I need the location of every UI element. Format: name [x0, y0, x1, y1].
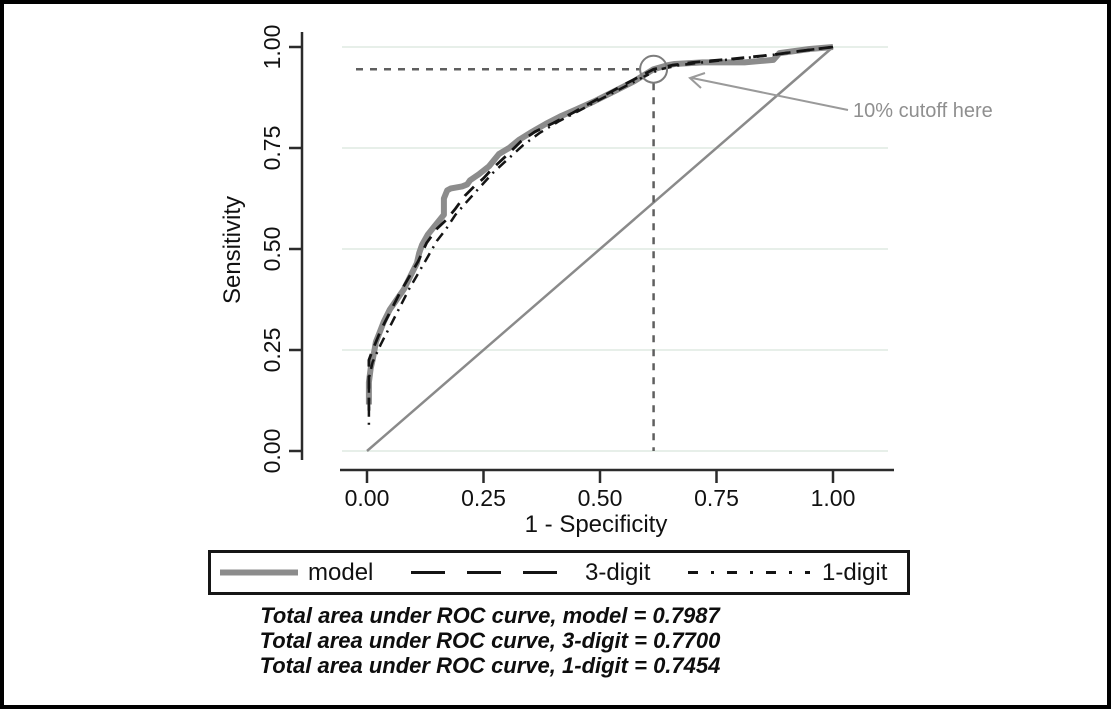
y-tick-label: 0.75	[259, 126, 285, 171]
auc-notes: Total area under ROC curve, model = 0.79…	[190, 603, 790, 678]
auc-note-model: Total area under ROC curve, model = 0.79…	[260, 603, 720, 628]
y-tick-label: 0.00	[259, 429, 285, 474]
diagonal-reference-line	[366, 46, 834, 452]
legend-swatch-model-icon	[220, 569, 298, 576]
y-tick-label: 0.25	[259, 328, 285, 373]
roc-chart: 0.00 0.25 0.50 0.75 1.00 0.00 0.25 0.50 0.75 1.00…	[219, 25, 993, 538]
y-axis-title: Sensitivity	[219, 196, 246, 304]
x-tick-label: 0.00	[345, 485, 390, 511]
cutoff-arrow	[691, 77, 849, 111]
legend-label-model: model	[308, 559, 374, 586]
x-tick-label: 0.25	[461, 485, 506, 511]
y-tick-label: 0.50	[259, 227, 285, 272]
cutoff-arrowhead-icon	[688, 72, 706, 89]
x-tick-label: 1.00	[811, 485, 856, 511]
auc-note-1digit: Total area under ROC curve, 1-digit = 0.…	[259, 653, 721, 678]
legend-label-3digit: 3-digit	[585, 559, 651, 586]
legend-box: model 3-digit 1-digit	[208, 550, 910, 595]
cutoff-annotation: 10% cutoff here	[853, 100, 993, 122]
roc-curve-3-digit	[367, 45, 834, 411]
legend-swatch-1digit-icon	[688, 571, 810, 574]
legend-swatch-3digit-icon	[411, 571, 563, 574]
x-tick-label: 0.50	[578, 485, 623, 511]
x-axis-title: 1 - Specificity	[525, 511, 668, 538]
legend-label-1digit: 1-digit	[822, 559, 888, 586]
auc-note-3digit: Total area under ROC curve, 3-digit = 0.…	[259, 628, 721, 653]
roc-curve-1-digit	[367, 45, 834, 425]
cutoff-circle-marker	[639, 54, 669, 84]
x-tick-label: 0.75	[694, 485, 739, 511]
y-tick-label: 1.00	[259, 25, 285, 70]
